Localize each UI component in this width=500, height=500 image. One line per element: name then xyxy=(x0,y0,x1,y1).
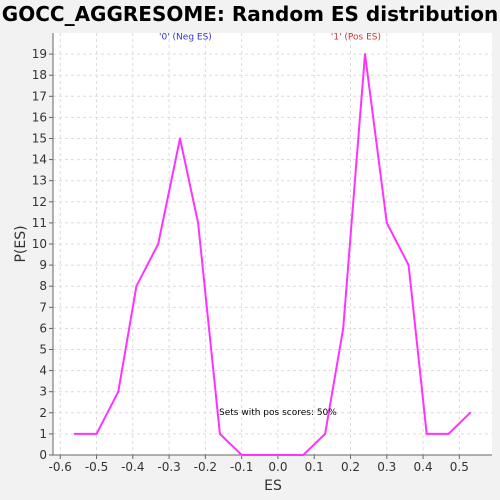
data-point xyxy=(364,53,367,56)
annotation-label: '1' (Pos ES) xyxy=(331,32,381,42)
y-tick-label: 16 xyxy=(32,110,47,124)
series xyxy=(73,53,472,456)
y-tick-label: 13 xyxy=(32,174,47,188)
y-tick-label: 3 xyxy=(39,385,47,399)
data-point xyxy=(407,264,410,267)
data-point xyxy=(469,411,472,414)
x-tick-label: -0.3 xyxy=(157,460,180,474)
annotations: '0' (Neg ES) '1' (Pos ES) Sets with pos sc… xyxy=(159,32,381,418)
x-tick-label: -0.6 xyxy=(49,460,72,474)
data-point xyxy=(425,432,428,435)
annotation-label: Sets with pos scores: 50% xyxy=(219,408,337,418)
y-tick-label: 0 xyxy=(39,448,47,462)
y-tick-label: 19 xyxy=(32,47,47,61)
x-tick-label: 0.0 xyxy=(268,460,287,474)
series-line xyxy=(74,53,471,456)
y-tick-label: 17 xyxy=(32,89,47,103)
y-tick-label: 14 xyxy=(32,153,47,167)
data-point xyxy=(197,221,200,224)
y-tick-label: 10 xyxy=(32,237,47,251)
data-point xyxy=(157,243,160,245)
x-tick-label: -0.5 xyxy=(85,460,108,474)
data-point xyxy=(135,285,138,288)
y-axis-label: P(ES) xyxy=(13,225,29,262)
data-point xyxy=(95,432,98,435)
x-ticks: -0.6 -0.5 -0.4 -0.3 -0.2 -0.1 0.0 0.1 0.2 0.3 0.4 0… xyxy=(49,455,469,474)
y-tick-label: 6 xyxy=(39,321,47,335)
data-point xyxy=(385,221,388,224)
x-tick-label: 0.2 xyxy=(341,460,360,474)
data-point xyxy=(178,137,181,140)
y-tick-label: 4 xyxy=(39,364,47,378)
data-point xyxy=(73,432,76,435)
data-point xyxy=(117,390,120,393)
data-point xyxy=(280,454,283,456)
data-point xyxy=(447,432,450,435)
data-point xyxy=(302,454,305,456)
data-point xyxy=(262,454,265,456)
x-tick-label: 0.3 xyxy=(377,460,396,474)
y-tick-label: 18 xyxy=(32,68,47,82)
data-point xyxy=(218,432,221,435)
x-tick-label: -0.1 xyxy=(230,460,253,474)
y-tick-label: 15 xyxy=(32,132,47,146)
data-point xyxy=(324,432,327,435)
y-tick-label: 7 xyxy=(39,300,47,314)
x-axis-label: ES xyxy=(264,478,282,494)
x-tick-label: 0.1 xyxy=(305,460,324,474)
x-tick-label: -0.2 xyxy=(194,460,217,474)
y-tick-label: 2 xyxy=(39,406,47,420)
data-point xyxy=(240,454,243,456)
y-tick-label: 9 xyxy=(39,258,47,272)
data-point xyxy=(342,327,345,330)
x-tick-label: 0.4 xyxy=(414,460,433,474)
y-tick-label: 5 xyxy=(39,343,47,357)
y-tick-label: 12 xyxy=(32,195,47,209)
annotation-label: '0' (Neg ES) xyxy=(159,32,212,42)
chart-title: GOCC_AGGRESOME: Random ES distribution xyxy=(2,2,498,26)
y-tick-label: 1 xyxy=(39,427,47,441)
x-tick-label: 0.5 xyxy=(450,460,469,474)
x-tick-label: -0.4 xyxy=(121,460,144,474)
y-tick-label: 11 xyxy=(32,216,47,230)
y-tick-label: 8 xyxy=(39,279,47,293)
grid xyxy=(53,33,492,456)
